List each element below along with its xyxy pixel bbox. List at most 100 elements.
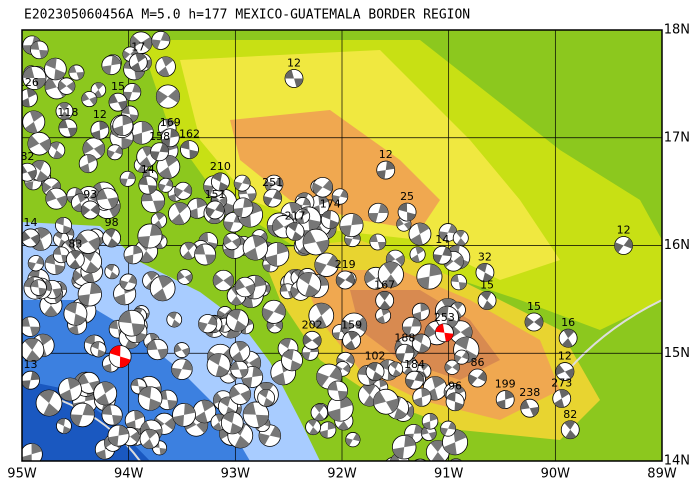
ball-quadrant: [130, 53, 146, 72]
ball-quadrant: [171, 202, 188, 225]
ball-quadrant: [344, 331, 359, 350]
beachball: [128, 52, 148, 72]
beachball: [314, 252, 339, 277]
depth-label: 13: [24, 358, 38, 371]
lat-label: 18N: [664, 23, 690, 38]
ball-quadrant: [430, 440, 446, 461]
ball-quadrant: [82, 140, 105, 157]
ball-quadrant: [520, 399, 539, 417]
beachball: [45, 187, 68, 210]
beachball: [63, 301, 88, 326]
depth-label: 15: [527, 300, 541, 313]
ball-quadrant: [421, 426, 437, 440]
depth-label: 15: [480, 278, 494, 291]
ball-quadrant: [32, 160, 49, 182]
beachball: [174, 181, 193, 200]
ball-quadrant: [45, 58, 66, 80]
ball-quadrant: [435, 323, 454, 342]
beachball: [327, 380, 349, 402]
beachball: [413, 458, 427, 461]
ball-quadrant: [139, 386, 162, 411]
ball-quadrant: [287, 222, 303, 241]
lat-label: 15N: [664, 346, 690, 361]
ball-quadrant: [22, 231, 40, 245]
beachball: [377, 261, 404, 288]
beachball: [151, 30, 171, 50]
ball-quadrant: [109, 94, 127, 111]
beachball: [22, 443, 43, 461]
ball-quadrant: [96, 188, 119, 209]
beachball: [369, 233, 387, 251]
beachball: [146, 338, 169, 361]
beachball: [452, 230, 469, 246]
ball-quadrant: [436, 306, 458, 329]
depth-label: 169: [160, 116, 181, 129]
ball-quadrant: [50, 141, 63, 159]
ball-quadrant: [303, 230, 329, 254]
depth-label: 14: [24, 216, 38, 229]
depth-label: 159: [341, 318, 362, 331]
beachball: [179, 241, 198, 260]
beachball: [137, 386, 163, 411]
ball-quadrant: [422, 413, 438, 430]
ball-quadrant: [39, 390, 59, 416]
beachball: [310, 403, 329, 422]
ball-quadrant: [168, 312, 181, 328]
ball-quadrant: [555, 364, 574, 379]
ball-quadrant: [282, 349, 302, 371]
beachball: [408, 222, 432, 246]
ball-quadrant: [68, 65, 85, 80]
ball-quadrant: [158, 155, 178, 179]
ball-quadrant: [392, 435, 416, 459]
ball-quadrant: [440, 421, 456, 436]
ball-quadrant: [150, 143, 169, 161]
ball-quadrant: [182, 242, 195, 260]
beachball: [101, 55, 122, 76]
depth-label: 151: [205, 188, 226, 201]
ball-quadrant: [614, 238, 633, 253]
ball-quadrant: [64, 302, 86, 326]
lat-label: 14N: [664, 454, 690, 469]
beachball: [327, 395, 354, 422]
ball-face: [560, 420, 580, 440]
beachball: [411, 333, 432, 353]
beachball: [130, 120, 154, 145]
beachball: [180, 140, 199, 160]
depth-label: 162: [179, 128, 200, 141]
beachball: [76, 229, 101, 254]
ball-face: [413, 458, 427, 461]
ball-quadrant: [199, 232, 218, 252]
beachball: [339, 213, 364, 238]
ball-quadrant: [564, 420, 577, 439]
beachball: [68, 64, 85, 81]
ball-quadrant: [228, 309, 247, 332]
depth-label: 210: [210, 160, 231, 173]
beachball: [387, 361, 404, 377]
beachball: [30, 279, 47, 296]
beachball: [405, 370, 424, 390]
beachball: [261, 299, 286, 324]
ball-quadrant: [368, 203, 389, 223]
ball-quadrant: [439, 224, 457, 241]
depth-label: 167: [374, 278, 395, 291]
ball-quadrant: [91, 341, 106, 357]
beachball: [198, 314, 218, 334]
ball-quadrant: [211, 194, 227, 206]
depth-label: 158: [149, 130, 170, 143]
ball-quadrant: [339, 213, 364, 237]
ball-quadrant: [118, 310, 145, 336]
beachball: [440, 420, 457, 437]
beachball: [22, 337, 45, 362]
beachball: [101, 404, 123, 426]
lat-label: 17N: [664, 130, 690, 145]
beachball: [230, 360, 249, 379]
ball-quadrant: [147, 339, 168, 360]
beachball: [454, 349, 470, 365]
beachball: [122, 83, 142, 102]
beachball: [435, 305, 459, 330]
ball-quadrant: [22, 36, 42, 54]
beachball: [166, 311, 183, 328]
ball-quadrant: [138, 176, 157, 194]
beachball: [102, 228, 121, 248]
lon-label: 95W: [7, 467, 37, 482]
